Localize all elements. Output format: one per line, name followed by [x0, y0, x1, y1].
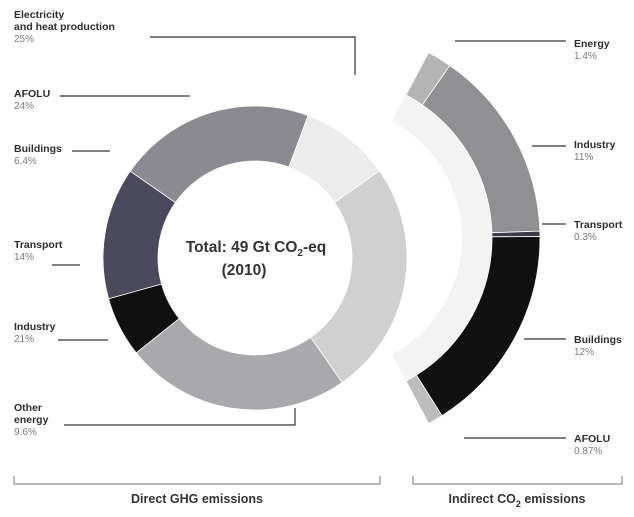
direct-value-industry: 21%	[14, 334, 34, 345]
indirect-value-energy: 1.4%	[574, 51, 597, 62]
leader-lines	[52, 36, 566, 439]
direct-value-electricity-and-heat-production: 25%	[14, 34, 34, 45]
indirect-value-buildings: 12%	[574, 347, 594, 358]
direct-label-industry-0: Industry	[14, 321, 56, 333]
direct-leader-other-energy	[64, 408, 296, 426]
direct-label-transport-0: Transport	[14, 239, 63, 251]
indirect-value-afolu: 0.87%	[574, 446, 602, 457]
indirect-label-transport-0: Transport	[574, 219, 623, 231]
center-total-label: Total: 49 Gt CO2-eq	[186, 239, 326, 259]
indirect-label-afolu-0: AFOLU	[574, 433, 610, 445]
direct-label-electricity-and-heat-production-1: and heat production	[14, 21, 115, 33]
direct-value-other-energy: 9.6%	[14, 427, 37, 438]
indirect-ring	[391, 52, 541, 424]
indirect-slice-afolu	[405, 374, 443, 424]
indirect-bracket	[412, 476, 623, 485]
direct-value-afolu: 24%	[14, 101, 34, 112]
indirect-emissions-title: Indirect CO2 emissions	[448, 492, 585, 509]
indirect-label-energy-0: Energy	[574, 38, 610, 50]
direct-label-other-energy-1: energy	[14, 414, 49, 426]
direct-slice-industry	[129, 105, 309, 204]
direct-emissions-title: Direct GHG emissions	[131, 492, 263, 506]
direct-value-buildings: 6.4%	[14, 156, 37, 167]
direct-slice-afolu	[135, 317, 343, 411]
direct-leader-electricity-and-heat-production	[150, 36, 356, 75]
direct-label-buildings-0: Buildings	[14, 143, 62, 155]
direct-bracket	[13, 476, 381, 485]
direct-label-electricity-and-heat-production-0: Electricity	[14, 9, 64, 21]
direct-slice-other-energy	[288, 115, 381, 203]
direct-label-afolu-0: AFOLU	[14, 88, 50, 100]
indirect-value-industry: 11%	[574, 152, 593, 163]
indirect-label-industry-0: Industry	[574, 139, 616, 151]
direct-value-transport: 14%	[14, 252, 34, 263]
indirect-label-buildings-0: Buildings	[574, 334, 622, 346]
indirect-value-transport: 0.3%	[574, 232, 597, 243]
direct-label-other-energy-0: Other	[14, 402, 42, 414]
direct-slice-electricity-and-heat-production	[310, 170, 408, 384]
center-year-label: (2010)	[222, 262, 267, 279]
direct-donut	[102, 105, 408, 411]
